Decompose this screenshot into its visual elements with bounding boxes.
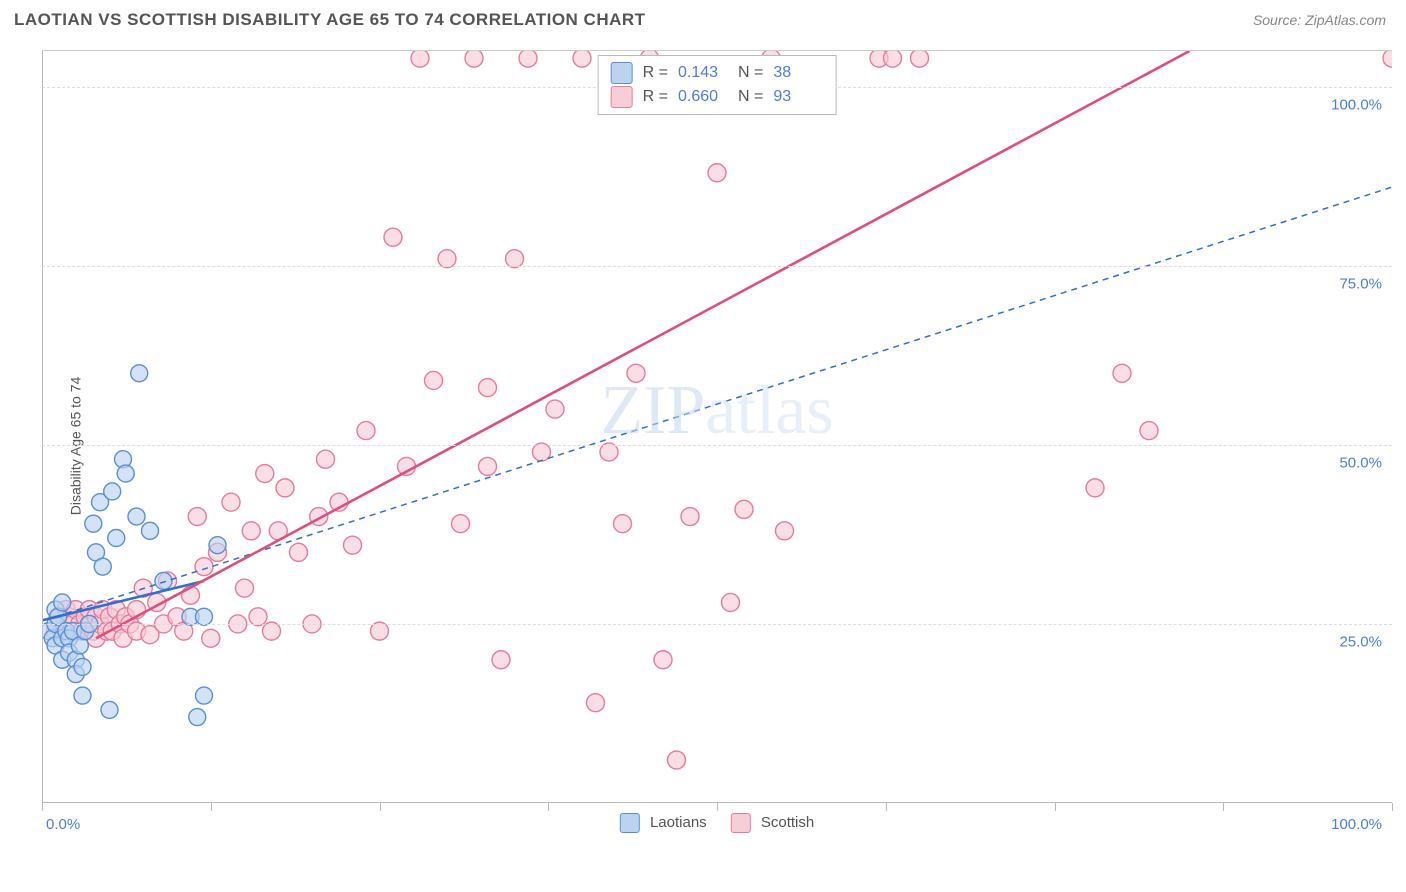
y-tick-label: 75.0% — [1339, 275, 1382, 292]
laotians-swatch — [611, 62, 633, 84]
y-tick-label: 100.0% — [1331, 96, 1382, 113]
scottish-swatch — [611, 86, 633, 108]
source-credit: Source: ZipAtlas.com — [1253, 12, 1386, 28]
x-max-label: 100.0% — [1331, 816, 1382, 833]
chart-title: LAOTIAN VS SCOTTISH DISABILITY AGE 65 TO… — [14, 10, 646, 30]
x-tick — [886, 803, 887, 811]
y-axis — [42, 51, 43, 803]
x-tick — [380, 803, 381, 811]
legend-laotians: Laotians — [620, 813, 707, 833]
gridline — [42, 445, 1392, 446]
series-legend: Laotians Scottish — [620, 813, 814, 833]
y-tick-label: 25.0% — [1339, 633, 1382, 650]
x-tick — [211, 803, 212, 811]
legend-scottish: Scottish — [731, 813, 815, 833]
gridline — [42, 624, 1392, 625]
x-tick — [42, 803, 43, 811]
scatter-plot — [42, 51, 1392, 833]
x-tick — [1392, 803, 1393, 811]
x-tick — [1055, 803, 1056, 811]
correlation-legend: R = 0.143 N = 38 R = 0.660 N = 93 — [598, 55, 837, 115]
x-min-label: 0.0% — [46, 816, 80, 833]
x-tick — [717, 803, 718, 811]
laotians-legend-swatch — [620, 813, 640, 833]
gridline — [42, 266, 1392, 267]
scottish-legend-swatch — [731, 813, 751, 833]
x-tick — [548, 803, 549, 811]
y-tick-label: 50.0% — [1339, 454, 1382, 471]
chart-area: ZIPatlas R = 0.143 N = 38 R = 0.660 N = … — [42, 50, 1392, 833]
x-tick — [1223, 803, 1224, 811]
